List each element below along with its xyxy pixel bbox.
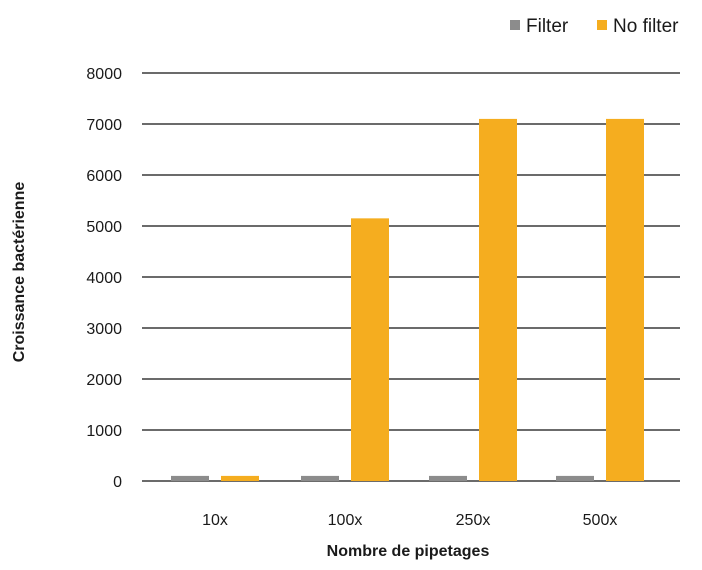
y-tick-label: 4000 <box>86 270 122 287</box>
x-tick-label: 10x <box>202 512 228 529</box>
bar-filter-100x <box>301 475 339 481</box>
y-tick-labels: 0 1000 2000 3000 4000 5000 6000 7000 8000 <box>86 66 122 491</box>
y-tick-label: 2000 <box>86 372 122 389</box>
bar-filter-10x <box>171 475 209 481</box>
y-tick-label: 0 <box>113 474 122 491</box>
bar-filter-250x <box>429 475 467 481</box>
y-axis-title: Croissance bactérienne <box>11 182 28 363</box>
x-tick-label: 500x <box>583 512 618 529</box>
y-tick-label: 5000 <box>86 219 122 236</box>
legend-label-no-filter: No filter <box>613 16 679 37</box>
legend-swatch-filter <box>510 20 520 30</box>
y-tick-label: 6000 <box>86 168 122 185</box>
bar-no-filter-500x <box>606 118 644 482</box>
legend-swatch-no-filter <box>597 20 607 30</box>
legend-label-filter: Filter <box>526 16 569 37</box>
x-axis-title: Nombre de pipetages <box>327 543 490 560</box>
y-tick-label: 8000 <box>86 66 122 83</box>
bar-no-filter-250x <box>479 118 517 482</box>
x-tick-label: 100x <box>328 512 363 529</box>
x-tick-label: 250x <box>456 512 491 529</box>
bar-filter-500x <box>556 475 594 481</box>
legend: Filter No filter <box>510 16 679 37</box>
y-tick-label: 3000 <box>86 321 122 338</box>
gridlines <box>142 72 680 482</box>
y-tick-label: 1000 <box>86 423 122 440</box>
bar-no-filter-10x <box>221 475 259 481</box>
bar-no-filter-100x <box>351 218 389 481</box>
y-tick-label: 7000 <box>86 117 122 134</box>
x-tick-labels: 10x 100x 250x 500x <box>202 512 617 529</box>
bars <box>171 118 644 482</box>
